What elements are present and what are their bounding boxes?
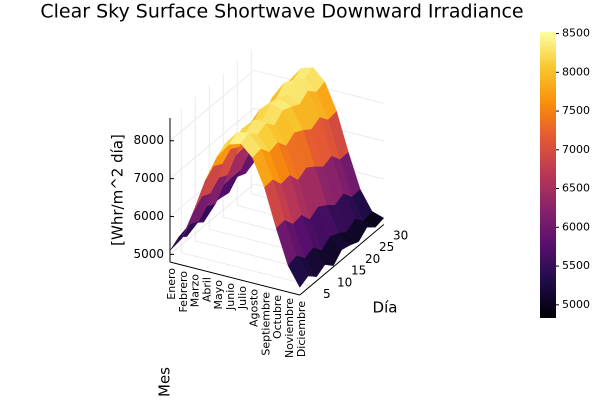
x-tick-label: Octubre	[271, 295, 284, 339]
z-tick-label: 5000	[133, 247, 164, 261]
z-tick-label: 7000	[133, 171, 164, 185]
x-tick-label: Septiembre	[259, 292, 272, 356]
colorbar	[540, 32, 556, 318]
grid-line	[180, 108, 312, 286]
x-tick-label: Enero	[165, 268, 178, 300]
y-axis	[299, 224, 385, 296]
x-tick-label: Marzo	[189, 274, 202, 308]
x-tick-label: Agosto	[248, 289, 261, 327]
z-axis-label: [Whr/m^2 día]	[109, 134, 127, 246]
colorbar-tick-label: 8500	[562, 27, 590, 40]
z-tick-label: 8000	[133, 133, 164, 147]
y-tick-label: 5	[323, 287, 331, 301]
surface-cell	[287, 255, 309, 288]
z-tick-label: 6000	[133, 209, 164, 223]
chart-title: Clear Sky Surface Shortwave Downward Irr…	[40, 1, 523, 23]
colorbar-tick-label: 6500	[562, 182, 590, 195]
colorbar-tick-label: 5500	[562, 259, 590, 272]
y-tick-label: 20	[365, 252, 380, 266]
y-tick-label: 25	[379, 240, 394, 254]
grid-line	[194, 96, 326, 275]
x-tick-label: Mayo	[212, 280, 225, 310]
colorbar-tick-label: 7500	[562, 104, 590, 117]
x-tick-label: Abril	[200, 277, 213, 302]
grid-line	[169, 69, 384, 142]
x-tick-label: Junio	[224, 283, 237, 311]
colorbar-tick-label: 6000	[562, 220, 590, 233]
colorbar-tick-label: 5000	[562, 298, 590, 311]
y-axis-label: Día	[373, 299, 398, 317]
x-tick-label: Febrero	[177, 271, 190, 313]
y-tick-label: 30	[393, 228, 408, 242]
y-tick-label: 10	[337, 275, 352, 289]
y-tick-label: 15	[351, 264, 366, 278]
x-tick-label: Diciembre	[295, 301, 308, 357]
x-tick-label: Noviembre	[283, 298, 296, 358]
x-axis	[169, 261, 300, 296]
x-tick-label: Julio	[236, 286, 249, 310]
colorbar-tick-label: 7000	[562, 143, 590, 156]
x-axis-label: Mes	[156, 367, 174, 397]
colorbar-tick-label: 8000	[562, 65, 590, 78]
